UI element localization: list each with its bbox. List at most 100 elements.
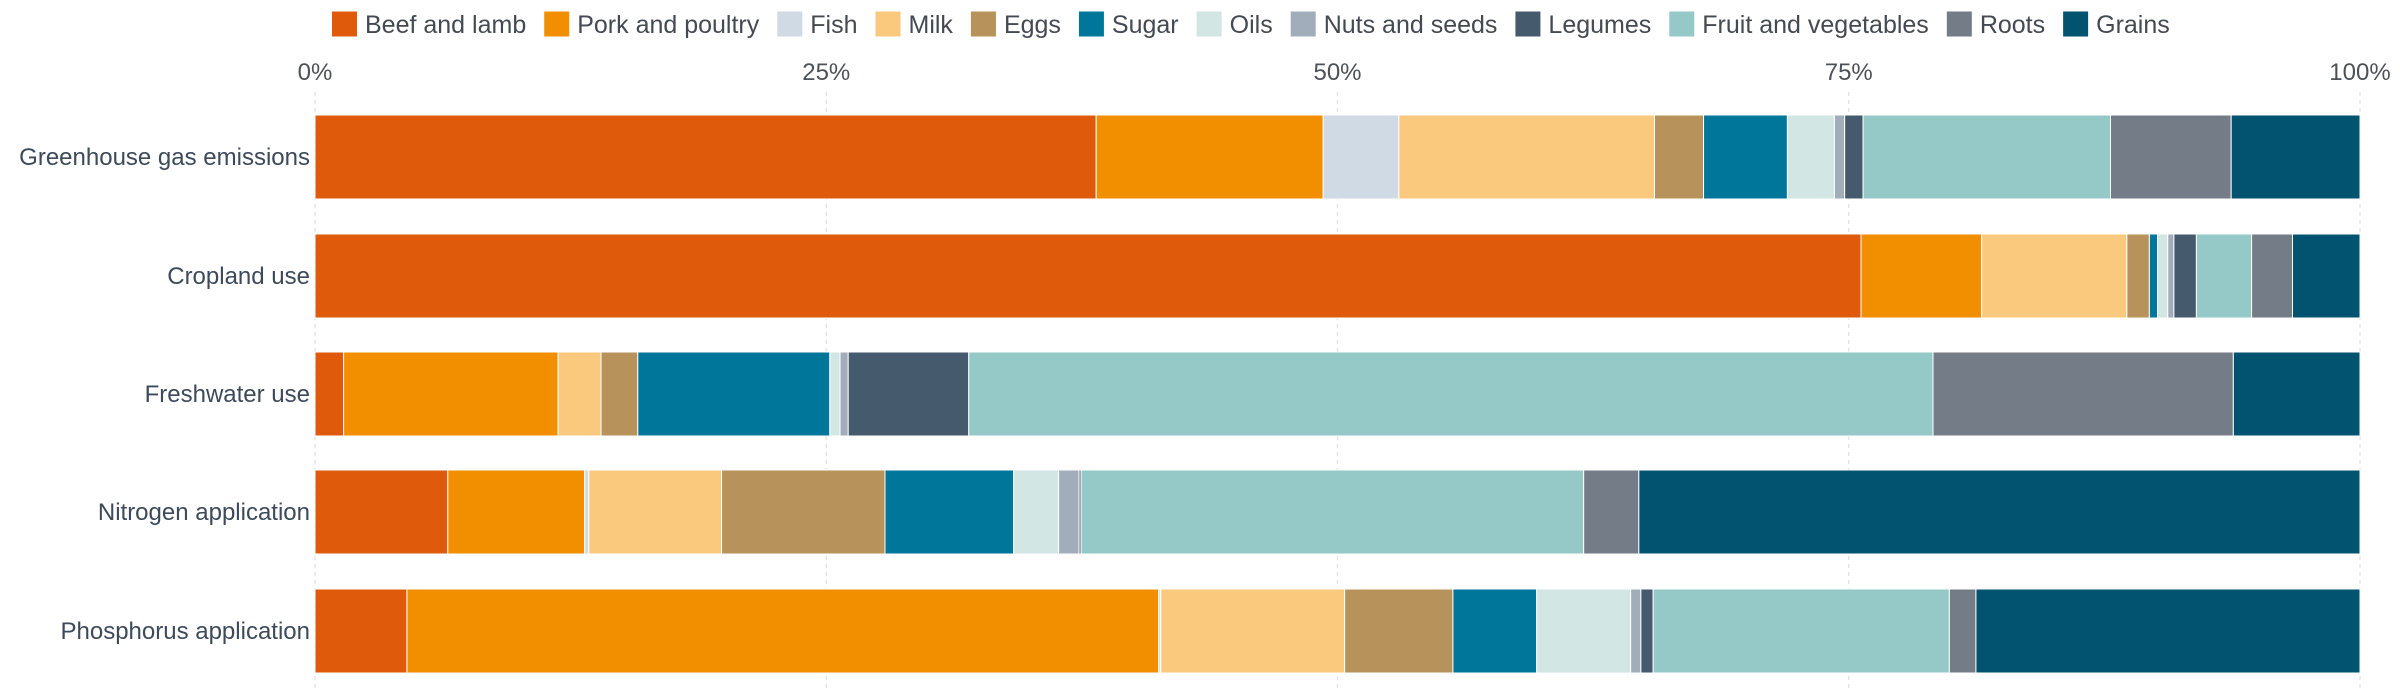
x-tick-label: 100% [2329, 59, 2390, 86]
legend-item: Roots [1946, 11, 2045, 39]
bar-segment [406, 588, 1160, 674]
bar-segment [721, 469, 886, 555]
legend: Beef and lamb Pork and poultry Fish Milk Egg… [332, 11, 2170, 39]
bar-segment [2173, 233, 2197, 319]
legend-label: Fruit and vegetables [1702, 11, 1929, 39]
x-tick-label: 75% [1825, 59, 1873, 86]
bar-segment [2232, 351, 2361, 437]
bar-segment [1013, 469, 1060, 555]
bar-segment [1862, 114, 2112, 200]
legend-item: Beef and lamb [332, 11, 526, 39]
bar-segment [314, 233, 1862, 319]
bar-segment [1833, 114, 1846, 200]
bar-segment [2148, 233, 2159, 319]
bar-segment [2167, 233, 2175, 319]
category-label: Nitrogen application [98, 499, 310, 526]
bar-segment [2195, 233, 2253, 319]
bar-segment [557, 351, 602, 437]
bar-segment [1652, 588, 1950, 674]
bar-segment [2251, 233, 2294, 319]
legend-swatch [1669, 11, 1695, 37]
legend-swatch [2063, 11, 2089, 37]
legend-label: Milk [909, 11, 954, 39]
bar-segment [1948, 588, 1977, 674]
legend-item: Fish [777, 11, 858, 39]
bar-segment [2110, 114, 2232, 200]
legend-label: Roots [1980, 11, 2045, 39]
bar-segment [2292, 233, 2361, 319]
legend-swatch [1290, 11, 1316, 37]
legend-item: Nuts and seeds [1290, 11, 1497, 39]
bar-segment [1640, 588, 1654, 674]
bar-segment [1638, 469, 2361, 555]
legend-label: Oils [1230, 11, 1273, 39]
bar-segment [637, 351, 831, 437]
legend-label: Legumes [1548, 11, 1651, 39]
bar-row [314, 588, 2361, 674]
x-axis-ticks: 0% 25% 50% 75% 100% [298, 59, 2391, 86]
bar-segment [2126, 233, 2150, 319]
legend-item: Eggs [970, 11, 1061, 39]
bar-segment [1630, 588, 1642, 674]
legend-label: Sugar [1112, 11, 1179, 39]
bar-segment [2157, 233, 2169, 319]
legend-label: Eggs [1004, 11, 1061, 39]
legend-item: Pork and poultry [544, 11, 760, 39]
bar-segment [884, 469, 1015, 555]
bar-segment [1058, 469, 1080, 555]
bar-segment [1653, 114, 1705, 200]
legend-swatch [875, 11, 901, 37]
legend-item: Oils [1196, 11, 1273, 39]
bar-segment [1703, 114, 1788, 200]
bar-segment [1786, 114, 1835, 200]
bar-segment [2230, 114, 2361, 200]
legend-swatch [332, 11, 357, 37]
legend-swatch [970, 11, 996, 37]
bar-segment [314, 588, 408, 674]
bar-segment [968, 351, 1934, 437]
category-label: Phosphorus application [60, 618, 310, 645]
bar-row [314, 351, 2361, 437]
bar-segment [314, 114, 1097, 200]
bar-segment [847, 351, 970, 437]
bar-segment [1975, 588, 2361, 674]
category-label: Greenhouse gas emissions [19, 144, 310, 171]
bar-segment [314, 351, 345, 437]
x-tick-label: 50% [1313, 59, 1361, 86]
bar-segment [600, 351, 639, 437]
bar-segment [1160, 588, 1346, 674]
bar-segment [1095, 114, 1324, 200]
bar-row [314, 114, 2361, 200]
legend-swatch [544, 11, 570, 37]
legend-swatch [1078, 11, 1104, 37]
legend-label: Pork and poultry [577, 11, 760, 39]
bar-segment [447, 469, 586, 555]
bar-row [314, 233, 2361, 319]
legend-item: Fruit and vegetables [1669, 11, 1929, 39]
x-tick-label: 0% [298, 59, 333, 86]
legend-label: Fish [810, 11, 857, 39]
bar-segment [1344, 588, 1454, 674]
bars [314, 114, 2361, 674]
legend-item: Grains [2063, 11, 2170, 39]
legend-item: Sugar [1078, 11, 1179, 39]
bar-segment [584, 469, 590, 555]
legend-swatch [1196, 11, 1222, 37]
legend-label: Beef and lamb [365, 11, 526, 39]
x-tick-label: 25% [802, 59, 850, 86]
legend-swatch [1515, 11, 1541, 37]
bar-segment [1844, 114, 1864, 200]
bar-segment [314, 469, 449, 555]
bar-row [314, 469, 2361, 555]
bar-segment [1322, 114, 1400, 200]
bar-segment [1860, 233, 1983, 319]
bar-segment [1932, 351, 2234, 437]
category-label: Freshwater use [145, 381, 310, 408]
legend-item: Milk [875, 11, 954, 39]
bar-segment [1536, 588, 1632, 674]
bar-segment [588, 469, 723, 555]
legend-swatch [777, 11, 803, 37]
bar-segment [829, 351, 841, 437]
bar-segment [1080, 469, 1585, 555]
